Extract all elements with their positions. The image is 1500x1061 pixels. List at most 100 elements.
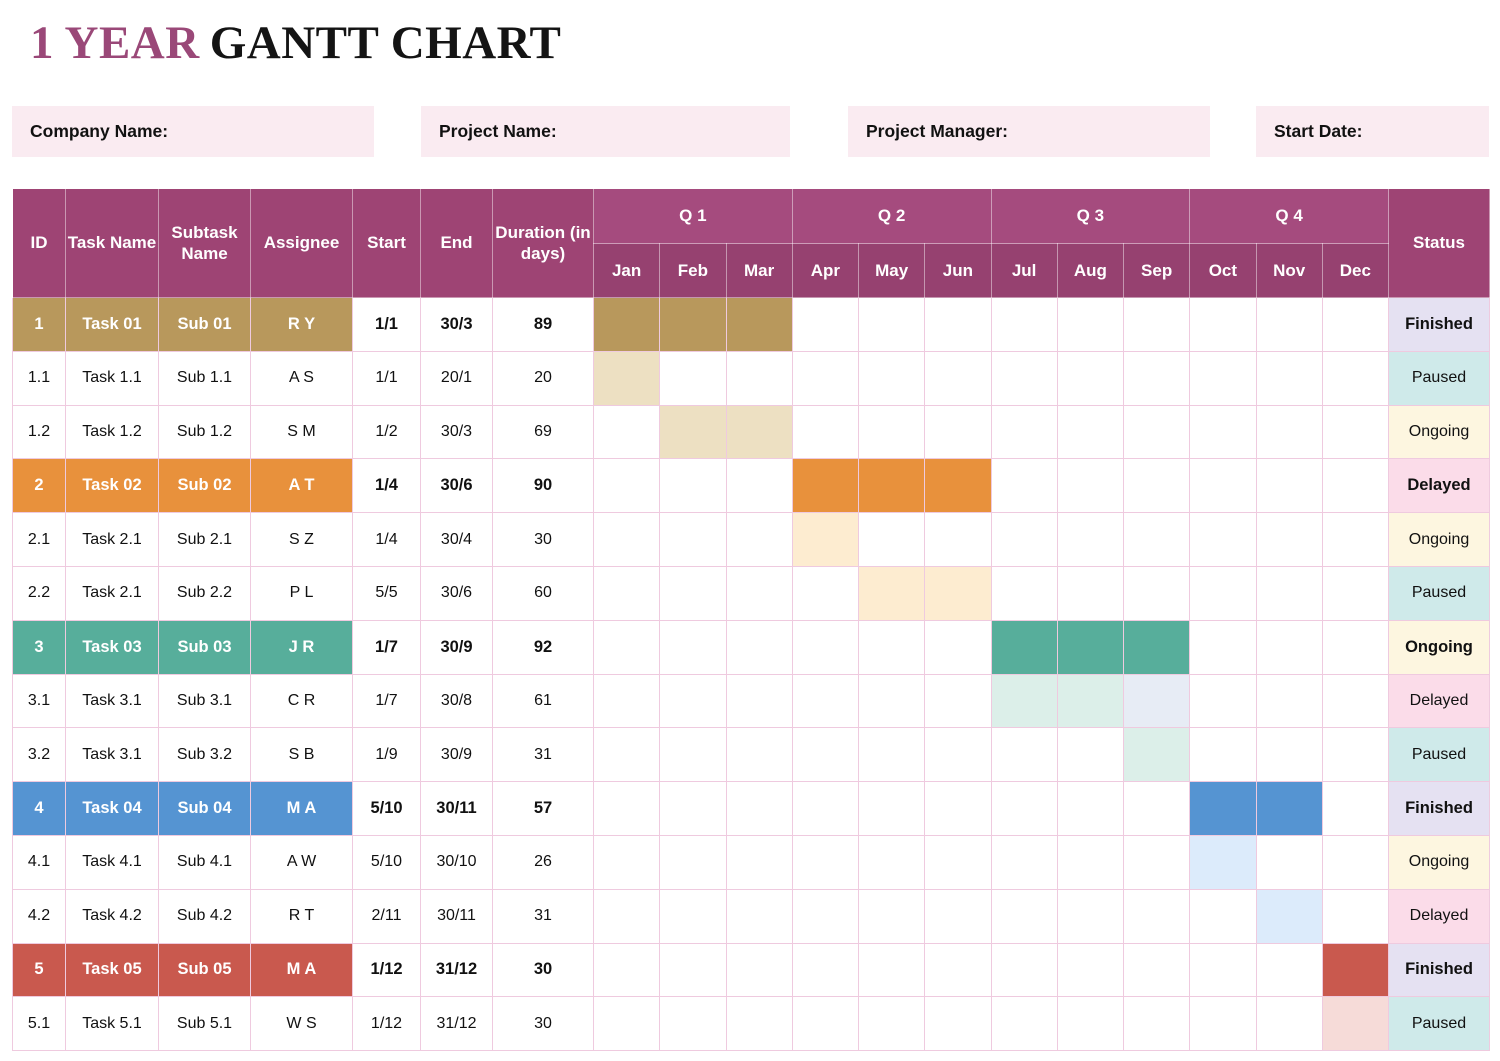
cell-id[interactable]: 2.2: [12, 565, 66, 621]
gantt-cell-month-5[interactable]: [857, 404, 926, 460]
cell-start[interactable]: 1/4: [352, 458, 421, 514]
gantt-cell-month-4[interactable]: [791, 297, 860, 352]
gantt-cell-month-2[interactable]: [659, 565, 727, 621]
gantt-cell-month-7[interactable]: [990, 781, 1058, 836]
cell-duration[interactable]: 57: [492, 781, 594, 836]
gantt-cell-month-3[interactable]: [725, 673, 793, 729]
gantt-cell-month-3[interactable]: [725, 297, 793, 352]
gantt-cell-month-2[interactable]: [659, 888, 727, 944]
cell-assignee[interactable]: A S: [250, 350, 353, 406]
cell-end[interactable]: 30/11: [420, 888, 493, 944]
gantt-cell-month-10[interactable]: [1189, 727, 1257, 783]
gantt-cell-month-6[interactable]: [924, 942, 992, 998]
cell-id[interactable]: 1: [12, 297, 66, 352]
gantt-cell-month-10[interactable]: [1189, 404, 1257, 460]
cell-task[interactable]: Task 3.1: [65, 673, 159, 729]
gantt-cell-month-12[interactable]: [1321, 942, 1390, 998]
gantt-cell-month-7[interactable]: [990, 565, 1058, 621]
cell-task[interactable]: Task 2.1: [65, 512, 159, 567]
cell-end[interactable]: 31/12: [420, 942, 493, 998]
gantt-cell-month-7[interactable]: [990, 404, 1058, 460]
project-manager-field[interactable]: Project Manager:: [848, 106, 1210, 157]
gantt-cell-month-4[interactable]: [791, 942, 860, 998]
gantt-cell-month-4[interactable]: [791, 888, 860, 944]
gantt-cell-month-10[interactable]: [1189, 942, 1257, 998]
cell-duration[interactable]: 69: [492, 404, 594, 460]
gantt-cell-month-11[interactable]: [1255, 619, 1323, 675]
gantt-cell-month-5[interactable]: [857, 297, 926, 352]
gantt-cell-month-1[interactable]: [592, 404, 661, 460]
gantt-cell-month-10[interactable]: [1189, 297, 1257, 352]
cell-id[interactable]: 2: [12, 458, 66, 514]
cell-subtask[interactable]: Sub 1.2: [158, 404, 251, 460]
cell-assignee[interactable]: A W: [250, 834, 353, 890]
cell-id[interactable]: 3: [12, 619, 66, 675]
gantt-cell-month-9[interactable]: [1122, 781, 1191, 836]
gantt-cell-month-11[interactable]: [1255, 512, 1323, 567]
project-name-field[interactable]: Project Name:: [421, 106, 790, 157]
cell-subtask[interactable]: Sub 4.2: [158, 888, 251, 944]
gantt-cell-month-2[interactable]: [659, 404, 727, 460]
gantt-cell-month-9[interactable]: [1122, 834, 1191, 890]
gantt-cell-month-7[interactable]: [990, 458, 1058, 514]
gantt-cell-month-9[interactable]: [1122, 565, 1191, 621]
cell-start[interactable]: 1/12: [352, 942, 421, 998]
cell-duration[interactable]: 90: [492, 458, 594, 514]
gantt-cell-month-5[interactable]: [857, 942, 926, 998]
gantt-cell-month-8[interactable]: [1056, 834, 1125, 890]
gantt-cell-month-8[interactable]: [1056, 404, 1125, 460]
gantt-cell-month-1[interactable]: [592, 834, 661, 890]
cell-task[interactable]: Task 1.2: [65, 404, 159, 460]
gantt-cell-month-5[interactable]: [857, 888, 926, 944]
gantt-cell-month-2[interactable]: [659, 458, 727, 514]
gantt-cell-month-9[interactable]: [1122, 512, 1191, 567]
gantt-cell-month-5[interactable]: [857, 673, 926, 729]
cell-duration[interactable]: 30: [492, 512, 594, 567]
gantt-cell-month-3[interactable]: [725, 619, 793, 675]
gantt-cell-month-4[interactable]: [791, 350, 860, 406]
gantt-cell-month-12[interactable]: [1321, 619, 1390, 675]
gantt-cell-month-5[interactable]: [857, 781, 926, 836]
gantt-cell-month-12[interactable]: [1321, 297, 1390, 352]
gantt-cell-month-6[interactable]: [924, 996, 992, 1052]
gantt-cell-month-7[interactable]: [990, 350, 1058, 406]
gantt-cell-month-9[interactable]: [1122, 297, 1191, 352]
cell-subtask[interactable]: Sub 01: [158, 297, 251, 352]
cell-start[interactable]: 5/5: [352, 565, 421, 621]
cell-id[interactable]: 4: [12, 781, 66, 836]
cell-assignee[interactable]: M A: [250, 781, 353, 836]
cell-status[interactable]: Paused: [1388, 565, 1490, 621]
gantt-cell-month-7[interactable]: [990, 512, 1058, 567]
gantt-cell-month-9[interactable]: [1122, 404, 1191, 460]
cell-start[interactable]: 1/12: [352, 996, 421, 1052]
gantt-cell-month-1[interactable]: [592, 942, 661, 998]
gantt-cell-month-3[interactable]: [725, 727, 793, 783]
cell-task[interactable]: Task 1.1: [65, 350, 159, 406]
gantt-cell-month-4[interactable]: [791, 619, 860, 675]
gantt-cell-month-6[interactable]: [924, 350, 992, 406]
gantt-cell-month-10[interactable]: [1189, 458, 1257, 514]
gantt-cell-month-11[interactable]: [1255, 404, 1323, 460]
gantt-cell-month-1[interactable]: [592, 350, 661, 406]
cell-task[interactable]: Task 05: [65, 942, 159, 998]
gantt-cell-month-6[interactable]: [924, 512, 992, 567]
gantt-cell-month-1[interactable]: [592, 619, 661, 675]
gantt-cell-month-12[interactable]: [1321, 673, 1390, 729]
cell-task[interactable]: Task 4.1: [65, 834, 159, 890]
cell-status[interactable]: Delayed: [1388, 673, 1490, 729]
gantt-cell-month-12[interactable]: [1321, 350, 1390, 406]
gantt-cell-month-9[interactable]: [1122, 727, 1191, 783]
cell-end[interactable]: 30/8: [420, 673, 493, 729]
cell-id[interactable]: 3.1: [12, 673, 66, 729]
cell-end[interactable]: 30/9: [420, 727, 493, 783]
gantt-cell-month-6[interactable]: [924, 834, 992, 890]
gantt-cell-month-5[interactable]: [857, 727, 926, 783]
gantt-cell-month-4[interactable]: [791, 834, 860, 890]
gantt-cell-month-3[interactable]: [725, 565, 793, 621]
cell-duration[interactable]: 30: [492, 942, 594, 998]
cell-status[interactable]: Delayed: [1388, 458, 1490, 514]
cell-subtask[interactable]: Sub 3.2: [158, 727, 251, 783]
cell-end[interactable]: 30/9: [420, 619, 493, 675]
cell-assignee[interactable]: J R: [250, 619, 353, 675]
cell-assignee[interactable]: M A: [250, 942, 353, 998]
